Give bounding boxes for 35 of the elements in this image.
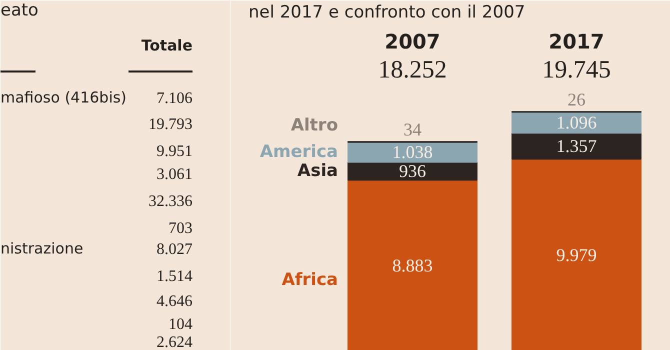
bar — [512, 158, 642, 350]
data-label: 9.979 — [556, 244, 597, 265]
series-label: Asia — [297, 161, 338, 182]
series-label: America — [260, 142, 338, 162]
data-label: 1.096 — [556, 112, 597, 133]
text: 19.793 — [148, 116, 192, 133]
series-label: Africa — [282, 270, 338, 290]
annotation: 19.745 — [542, 56, 611, 84]
data-label: 936 — [399, 161, 426, 182]
annotation: 18.252 — [378, 56, 447, 84]
bar — [348, 180, 478, 350]
text: mafioso (416bis) — [0, 88, 127, 106]
text: 7.106 — [156, 90, 192, 107]
text: 32.336 — [148, 193, 192, 210]
data-label: 1.038 — [392, 142, 433, 162]
text: nistrazione — [0, 240, 84, 258]
text: 4.646 — [156, 293, 192, 310]
text: 9.951 — [156, 143, 192, 160]
x-tick-label: 2017 — [548, 30, 604, 54]
text: 2.624 — [156, 334, 192, 350]
data-label: 26 — [568, 90, 586, 110]
text: 104 — [168, 316, 192, 333]
text: 8.027 — [156, 241, 192, 258]
bar — [512, 132, 642, 160]
data-label: 8.883 — [392, 255, 433, 276]
text: 703 — [168, 220, 192, 237]
chart-subtitle: nel 2017 e confronto con il 2007 — [248, 2, 526, 22]
text: eato — [0, 0, 38, 20]
text: 3.061 — [156, 166, 192, 183]
series-label: Altro — [290, 116, 338, 136]
text: 1.514 — [156, 268, 192, 285]
text: Totale — [141, 36, 193, 54]
data-label: 1.357 — [556, 136, 597, 156]
data-label: 34 — [404, 120, 422, 140]
x-tick-label: 2007 — [384, 30, 440, 54]
